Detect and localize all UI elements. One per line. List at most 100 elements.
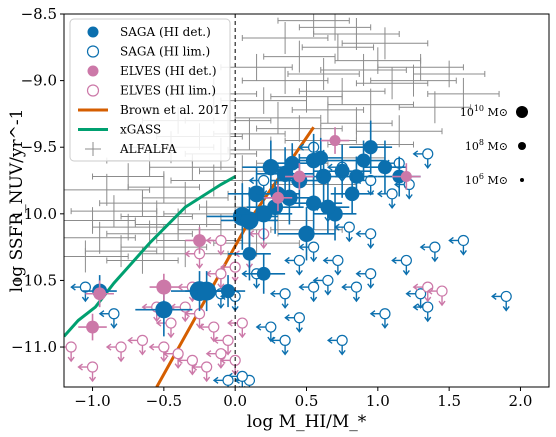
elves-hi-detection-point [86,320,99,334]
saga-limit-arrow-head [310,296,318,303]
saga-hi-limit-point [279,288,291,300]
saga-hi-detection-point [349,169,364,184]
saga-limit-arrow-head [402,270,410,276]
saga-hi-limit-point [108,308,120,320]
saga-hi-detection-point [220,284,236,299]
elves-limit-arrow-head [227,319,233,327]
x-tick-label: 1.0 [366,392,390,410]
saga-hi-limit-point [500,290,512,303]
saga-hi-detection-point [320,199,336,215]
saga-hi-detection-point [256,266,271,281]
elves-limit-arrow-head [188,369,196,376]
elves-hi-detection-point [272,191,284,204]
elves-limit-arrow-head [167,332,175,339]
saga-hi-limit-point [343,221,355,233]
elves-hi-detection-point [93,287,107,301]
saga-limit-arrow-head [412,150,419,158]
legend-label-elves-hi-lim: ELVES (HI lim.) [120,84,216,98]
saga-hi-limit-point [422,301,434,313]
elves-hi-detection-point [400,171,412,183]
elves-hi-limit-point [158,341,170,353]
y-tick-label: −9.5 [21,138,57,156]
saga-hi-limit-point [308,281,320,293]
saga-hi-limit-point [222,374,234,386]
saga-limit-arrow-head [424,316,432,323]
elves-limit-arrow-head [177,356,183,364]
saga-hi-limit-point [350,281,363,293]
saga-limit-arrow-head [110,323,118,329]
saga-limit-arrow-head [376,190,383,198]
saga-limit-arrow-head [284,314,290,322]
saga-hi-detection-point [313,150,329,166]
saga-hi-detection-point [242,246,257,261]
saga-limit-arrow-head [324,290,332,296]
mass-key-marker [520,178,524,182]
saga-limit-arrow-head [419,243,426,251]
elves-limit-arrow-head [438,300,446,307]
mass-key-label: 106 M⊙ [465,172,508,187]
saga-hi-detection-point [155,301,173,319]
legend-label-saga-hi-det: SAGA (HI det.) [120,25,211,39]
saga-hi-detection-point [240,211,259,230]
x-tick-label: 2.0 [509,392,533,410]
saga-limit-arrow-head [367,283,375,289]
saga-limit-arrow-head [269,336,276,344]
elves-limit-arrow-head [220,356,226,364]
elves-limit-arrow-head [117,356,125,363]
saga-limit-arrow-head [248,176,255,185]
saga-hi-limit-point [308,241,320,253]
saga-hi-detection-point [377,160,393,175]
elves-limit-arrow-head [177,283,183,291]
elves-hi-limit-point [115,341,127,353]
saga-limit-arrow-head [355,230,362,238]
elves-hi-limit-point [172,348,184,360]
saga-hi-detection-point [262,159,279,176]
saga-limit-arrow-head [388,203,396,210]
saga-limit-arrow-head [255,323,262,331]
saga-hi-limit-point [379,308,391,320]
x-axis-title: log M_HI/M_* [247,412,367,432]
saga-limit-arrow-head [412,303,419,311]
saga-hi-limit-point [258,174,270,187]
mass-key-marker [518,142,526,150]
saga-hi-detection-point [315,168,332,185]
saga-hi-detection-point [284,155,300,171]
saga-limit-arrow-head [281,303,289,309]
saga-limit-arrow-head [246,390,252,394]
elves-limit-arrow-head [162,350,169,358]
saga-hi-limit-point [236,370,248,382]
elves-hi-limit-point [215,348,227,360]
saga-limit-arrow-head [341,283,347,291]
legend-marker-elves-hi-lim [86,84,100,97]
saga-limit-arrow-head [326,336,333,344]
elves-limit-arrow-head [88,376,97,383]
elves-hi-limit-point [201,361,213,373]
legend-marker-elves-hi-det [87,65,99,77]
saga-limit-arrow-head [334,270,342,276]
elves-hi-detection-point [156,279,172,295]
elves-limit-arrow-head [181,316,189,323]
saga-limit-arrow-head [405,290,412,298]
saga-hi-detection-point [344,186,360,202]
elves-limit-arrow-head [217,283,225,289]
elves-limit-arrow-head [426,287,433,295]
elves-limit-arrow-head [184,250,190,258]
saga-limit-arrow-head [502,305,510,312]
saga-hi-limit-point [422,148,434,160]
saga-limit-arrow-head [369,310,376,318]
elves-hi-detection-point [329,135,341,147]
elves-limit-arrow-head [160,356,168,363]
elves-limit-arrow-head [105,343,112,351]
elves-hi-limit-point [186,354,198,366]
saga-hi-limit-point [365,228,377,240]
saga-hi-detection-point [305,195,322,211]
legend-label-elves-hi-det: ELVES (HI det.) [120,64,217,78]
saga-hi-limit-point [293,254,305,267]
saga-hi-detection-point [298,225,315,242]
saga-limit-arrow-head [212,376,219,384]
legend-marker-saga-hi-det [87,26,99,38]
elves-limit-arrow-head [127,336,133,344]
elves-limit-arrow-head [138,349,147,356]
saga-limit-arrow-head [424,163,432,170]
elves-limit-arrow-head [210,336,218,343]
